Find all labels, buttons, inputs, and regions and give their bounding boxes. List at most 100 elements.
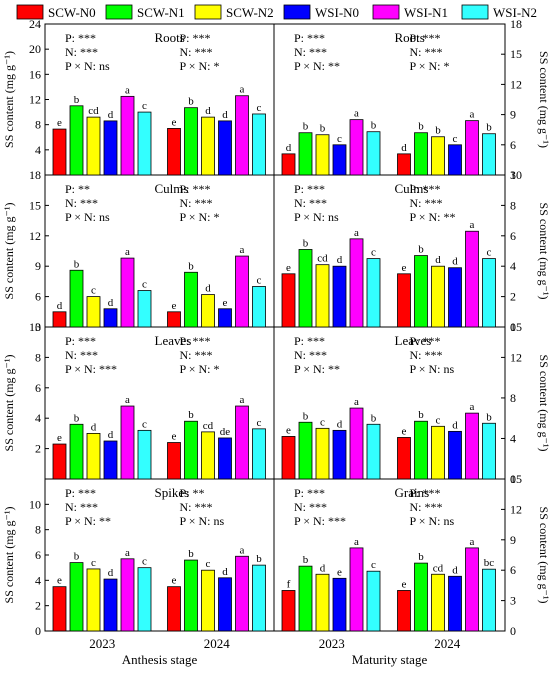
y-axis-label-left: SS content (mg g⁻¹) — [2, 203, 16, 300]
y-tick-label: 4 — [510, 259, 516, 273]
bar — [366, 570, 381, 632]
significance-letter: b — [188, 409, 194, 421]
significance-letter: e — [172, 300, 177, 312]
y-tick-label: 3 — [510, 168, 516, 182]
legend-label: SCW-N2 — [226, 5, 274, 20]
stats-text: N: *** — [294, 196, 327, 210]
stats-text: P × N: * — [180, 210, 220, 224]
stats-text: P: *** — [65, 486, 96, 500]
stats-text: P: *** — [180, 334, 211, 348]
stats-text: N: *** — [410, 196, 443, 210]
stats-text: P × N: * — [180, 362, 220, 376]
significance-letter: b — [418, 244, 424, 256]
stats-text: P × N: ** — [294, 59, 340, 73]
y-tick-label: 15 — [510, 320, 522, 334]
significance-letter: b — [303, 237, 309, 249]
bar — [218, 120, 232, 176]
bar — [235, 405, 249, 480]
bar — [448, 575, 462, 632]
significance-letter: b — [418, 121, 424, 133]
bar — [431, 573, 445, 632]
significance-letter: cd — [203, 420, 214, 432]
significance-letter: a — [470, 109, 475, 121]
significance-letter: c — [371, 247, 376, 259]
bar — [448, 267, 462, 328]
bar — [235, 255, 249, 328]
significance-letter: d — [452, 564, 458, 576]
bar — [281, 273, 296, 328]
bar — [252, 564, 266, 632]
bar — [414, 255, 428, 328]
significance-letter: d — [108, 297, 114, 309]
bar — [120, 405, 135, 480]
significance-letter: c — [91, 285, 96, 297]
significance-letter: b — [371, 120, 377, 132]
significance-letter: c — [206, 558, 211, 570]
y-tick-label: 2 — [510, 290, 516, 304]
bar — [281, 436, 296, 480]
bar — [52, 128, 67, 176]
significance-letter: c — [142, 100, 147, 112]
significance-letter: b — [320, 123, 326, 135]
y-tick-label: 15 — [510, 47, 522, 61]
stats-text: P: *** — [294, 31, 325, 45]
y-tick-label: 8 — [510, 198, 516, 212]
legend-swatch — [372, 4, 400, 20]
legend-label: WSI-N0 — [315, 5, 359, 20]
significance-letter: a — [240, 244, 245, 256]
stats-text: N: *** — [65, 196, 98, 210]
bar — [397, 273, 411, 328]
bar — [414, 420, 428, 480]
stats-text: P: *** — [410, 486, 441, 500]
stats-text: P: *** — [180, 182, 211, 196]
y-tick-label: 12 — [29, 93, 41, 107]
y-tick-label: 12 — [29, 229, 41, 243]
x-category-label: 2024 — [204, 636, 231, 651]
significance-letter: c — [436, 414, 441, 426]
y-tick-label: 15 — [29, 198, 41, 212]
bar — [235, 95, 249, 176]
bar — [201, 431, 215, 480]
bar — [52, 443, 67, 480]
significance-letter: b — [418, 551, 424, 563]
bar — [184, 107, 198, 176]
organ-label: Culms — [395, 181, 429, 196]
bar — [69, 423, 84, 480]
bar — [298, 132, 313, 176]
y-tick-label: 6 — [510, 138, 516, 152]
x-category-label: 2024 — [434, 636, 461, 651]
stats-text: N: *** — [294, 500, 327, 514]
significance-letter: e — [286, 424, 291, 436]
y-tick-label: 12 — [510, 77, 522, 91]
bar — [201, 294, 215, 328]
y-tick-label: 16 — [29, 67, 41, 81]
significance-letter: cd — [433, 562, 444, 574]
stats-text: P: *** — [180, 31, 211, 45]
significance-letter: e — [286, 262, 291, 274]
stats-text: P × N: ns — [410, 514, 455, 528]
stats-text: P: *** — [410, 182, 441, 196]
significance-letter: e — [57, 117, 62, 129]
significance-letter: a — [240, 84, 245, 96]
significance-letter: b — [371, 412, 377, 424]
y-axis-label-left: SS content (mg g⁻¹) — [2, 51, 16, 148]
y-tick-label: 10 — [510, 168, 522, 182]
significance-letter: a — [470, 219, 475, 231]
significance-letter: e — [337, 566, 342, 578]
bar — [332, 144, 347, 176]
significance-letter: e — [172, 116, 177, 128]
bar — [431, 265, 445, 328]
stats-text: P: *** — [65, 334, 96, 348]
legend-swatch — [283, 4, 311, 20]
stats-text: N: *** — [294, 45, 327, 59]
bar — [298, 421, 313, 480]
significance-letter: b — [74, 551, 80, 563]
significance-letter: cd — [88, 105, 99, 117]
x-category-label: 2023 — [89, 636, 115, 651]
y-tick-label: 3 — [35, 320, 41, 334]
bar — [167, 311, 181, 328]
bar — [120, 257, 135, 328]
bar — [315, 427, 330, 480]
bar — [315, 264, 330, 328]
bar — [184, 420, 198, 480]
